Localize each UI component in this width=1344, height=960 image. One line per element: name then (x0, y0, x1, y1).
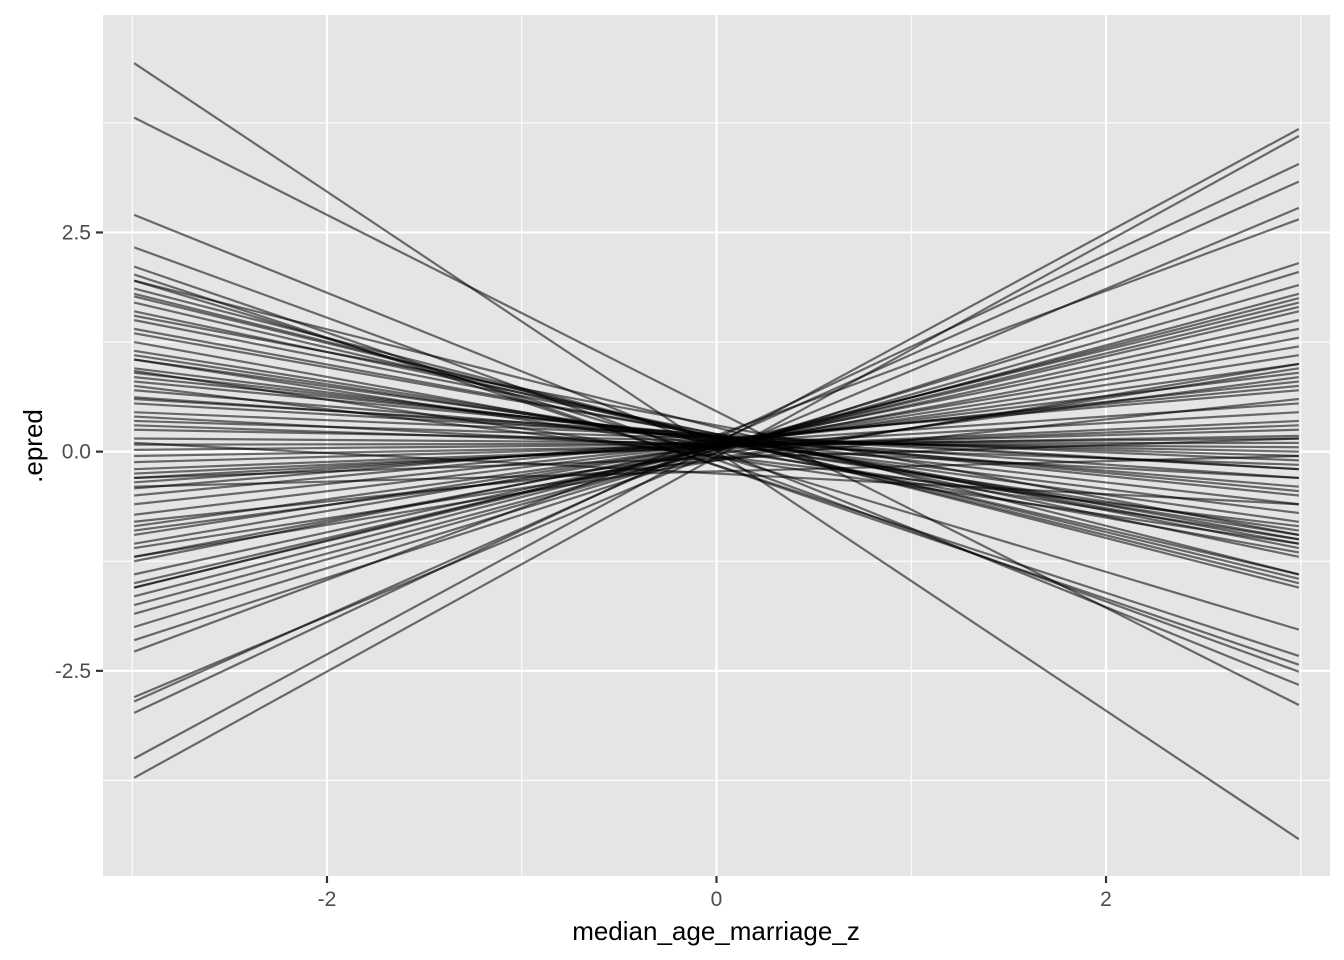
epred-line (134, 454, 1299, 488)
epred-lines (133, 62, 1300, 841)
epred-line (134, 376, 1299, 532)
epred-line (133, 180, 1300, 703)
y-axis-ticks: -2.5 0.0 2.5 (55, 221, 103, 683)
epred-line (133, 314, 1300, 537)
x-axis-title: median_age_marriage_z (572, 916, 860, 946)
y-tick-label: 0.0 (62, 441, 91, 464)
x-tick-label: 2 (1100, 888, 1112, 911)
epred-line (133, 218, 1300, 653)
x-tick-label: 0 (711, 888, 723, 911)
epred-line (133, 163, 1300, 714)
epred-line (133, 128, 1300, 760)
y-tick-label: -2.5 (55, 660, 91, 683)
epred-line (134, 424, 1299, 471)
y-tick-label: 2.5 (62, 221, 91, 244)
epred-line (133, 358, 1300, 541)
y-axis-title: .epred (18, 409, 48, 483)
x-axis-ticks: -2 0 2 (318, 876, 1112, 911)
epred-line (133, 367, 1300, 550)
epred-line (134, 424, 1299, 466)
x-tick-label: -2 (318, 888, 337, 911)
epred-line (134, 441, 1299, 506)
epred-line (133, 362, 1300, 558)
epred-line (134, 384, 1299, 528)
epred-line (133, 279, 1300, 576)
